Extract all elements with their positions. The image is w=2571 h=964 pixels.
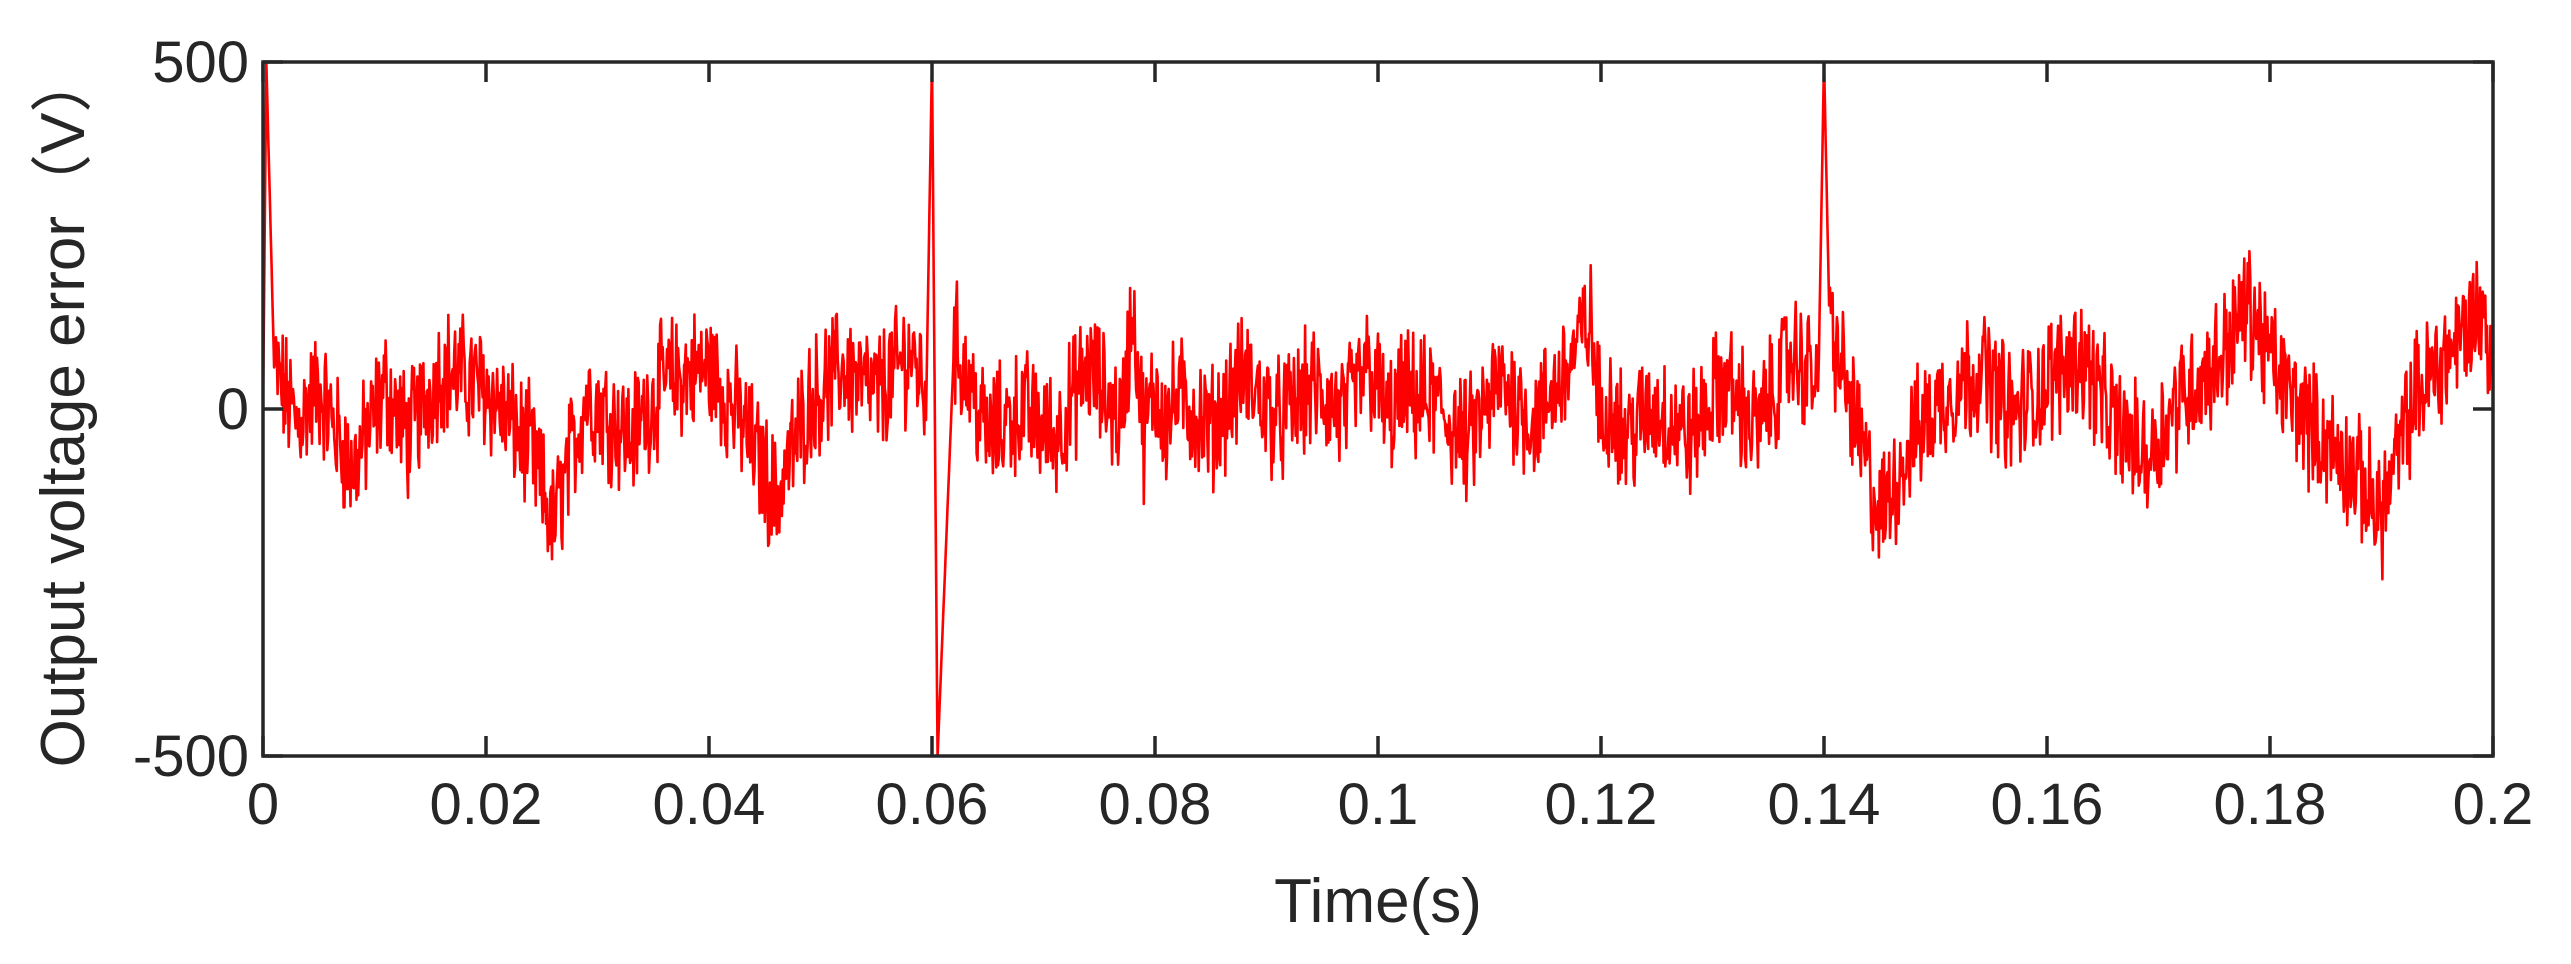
tick-labels: 0 0.02 0.04 0.06 0.08 0.1 0.12 0.14 0.16 0.18 0.2 -… [133, 30, 2533, 837]
y-tick-label: 500 [152, 30, 249, 95]
x-tick-label: 0.02 [430, 772, 543, 837]
x-tick-label: 0.18 [2214, 772, 2327, 837]
x-tick-label: 0.06 [876, 772, 989, 837]
y-axis-label: Output voltage error（V） [29, 51, 98, 768]
x-tick-label: 0.12 [1545, 772, 1658, 837]
x-axis-label: Time(s) [1274, 867, 1482, 936]
plot-area [263, 62, 2493, 756]
x-tick-label: 0.04 [653, 772, 766, 837]
ticks [261, 60, 2495, 758]
y-tick-label: 0 [217, 377, 249, 442]
x-tick-label: 0.1 [1338, 772, 1419, 837]
y-tick-label: -500 [133, 724, 249, 789]
x-tick-label: 0 [247, 772, 279, 837]
x-tick-label: 0.2 [2453, 772, 2534, 837]
x-tick-label: 0.14 [1768, 772, 1881, 837]
series-line [263, 62, 2493, 756]
x-tick-label: 0.08 [1099, 772, 1212, 837]
x-tick-label: 0.16 [1991, 772, 2104, 837]
